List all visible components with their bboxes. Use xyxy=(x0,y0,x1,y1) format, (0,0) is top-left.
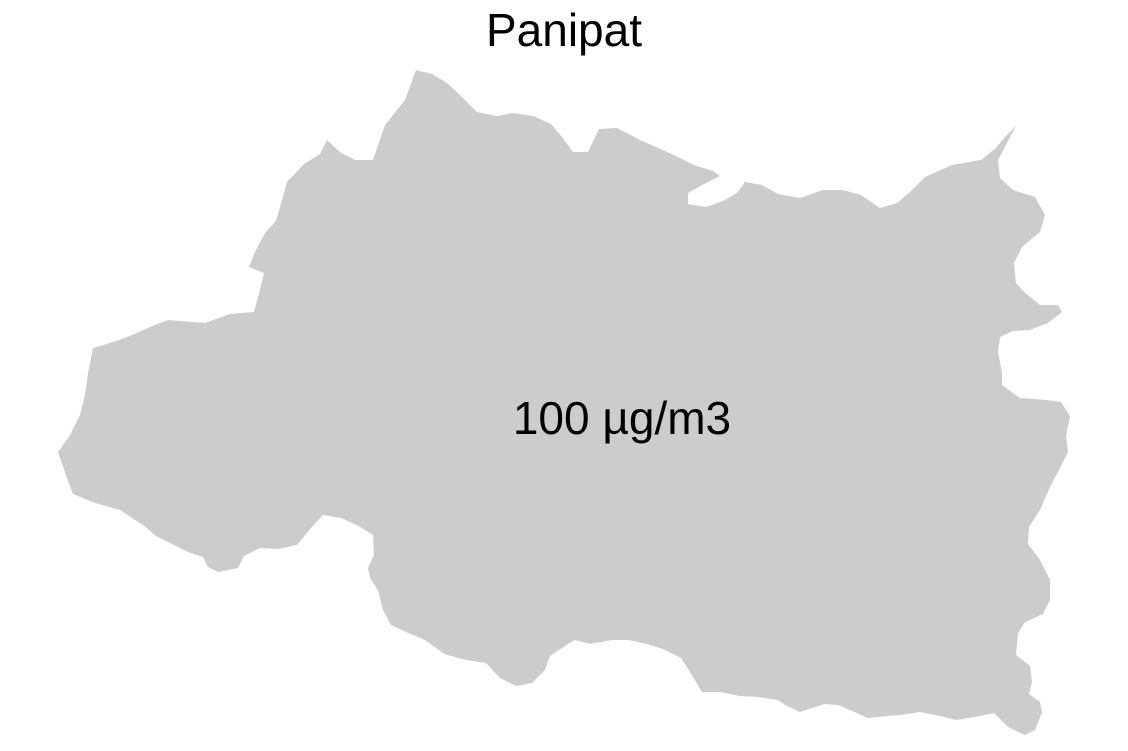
map-title: Panipat xyxy=(485,4,642,56)
district-shape xyxy=(58,70,1070,735)
region-value-label: 100 µg/m3 xyxy=(513,392,731,444)
